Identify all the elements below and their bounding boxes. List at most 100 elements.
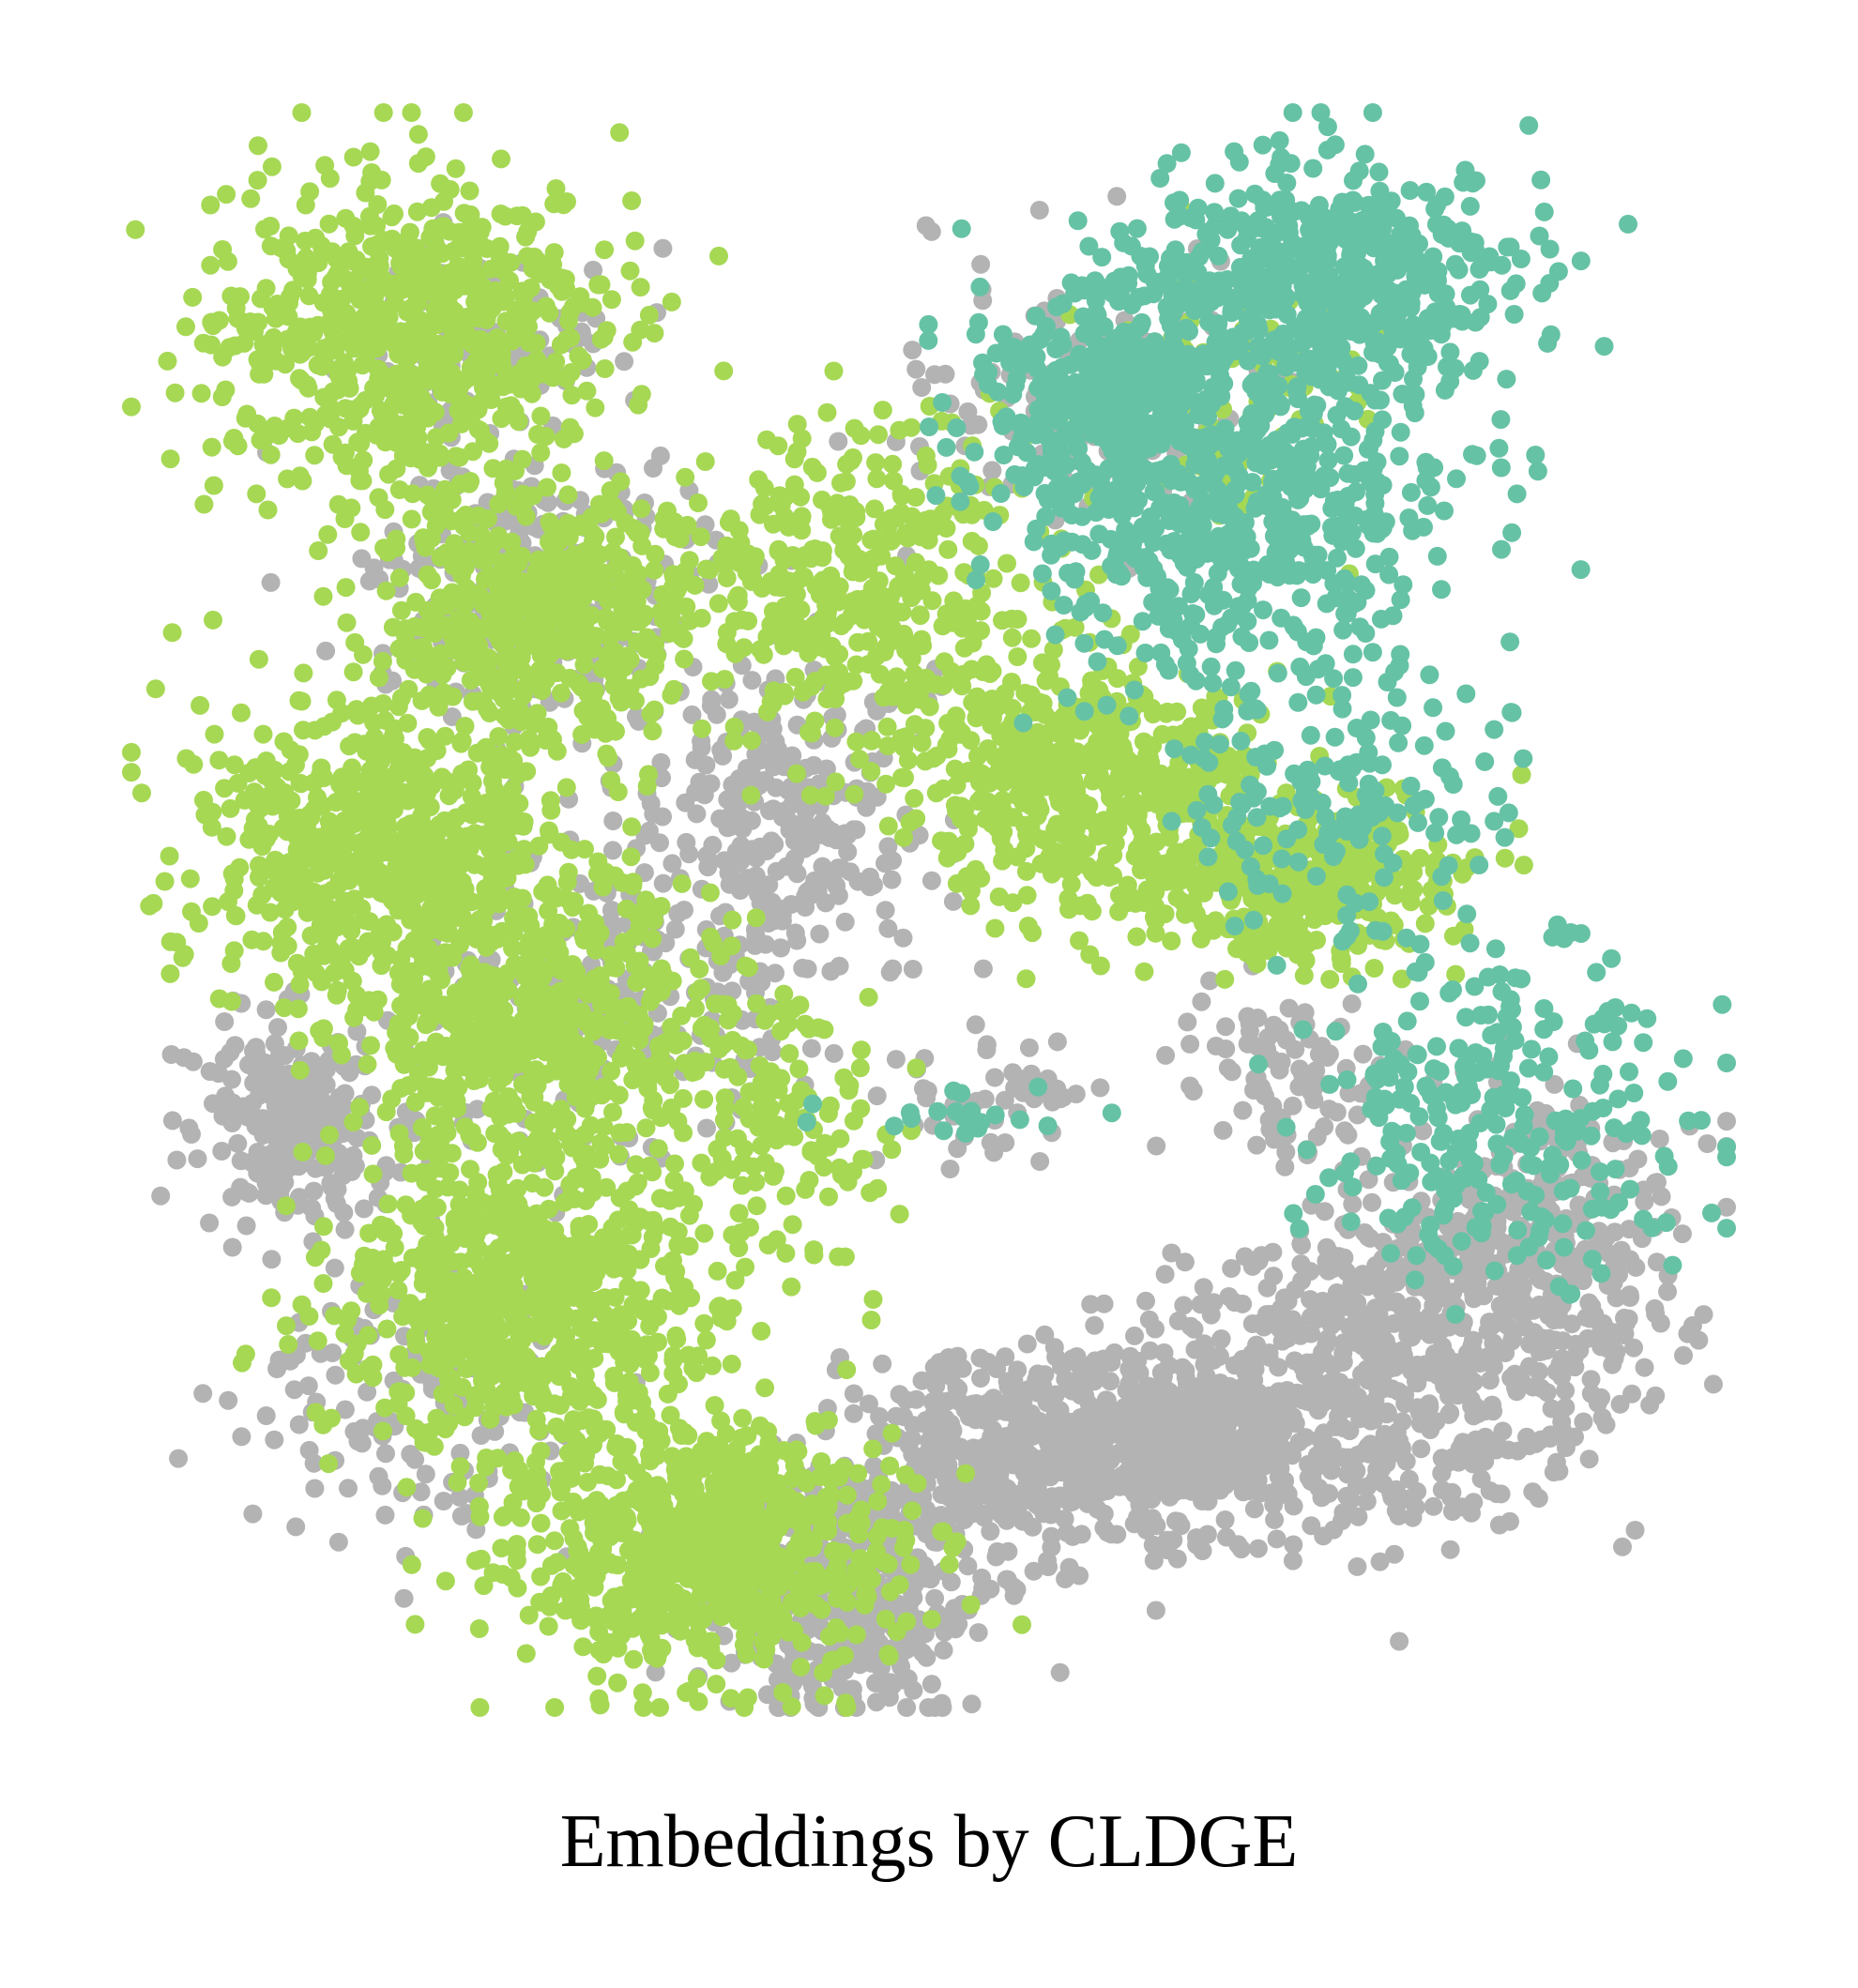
scatter-point — [1156, 1045, 1176, 1065]
scatter-point — [541, 536, 561, 555]
scatter-point — [375, 1505, 395, 1525]
scatter-point — [1193, 1492, 1212, 1510]
scatter-point — [755, 934, 775, 954]
scatter-point — [313, 586, 333, 606]
scatter-point — [1169, 1511, 1188, 1531]
scatter-point — [1550, 1310, 1570, 1329]
scatter-point — [1044, 1387, 1064, 1406]
scatter-point — [1463, 1330, 1483, 1350]
scatter-point — [662, 854, 682, 873]
scatter-point — [1128, 1436, 1148, 1456]
scatter-point — [1094, 1294, 1114, 1313]
scatter-point — [372, 170, 391, 190]
scatter-point — [1307, 1310, 1327, 1329]
scatter-point — [354, 1199, 373, 1219]
scatter-point — [327, 1194, 346, 1213]
scatter-point — [215, 1012, 235, 1031]
scatter-point — [958, 1556, 978, 1576]
scatter-point — [573, 701, 593, 721]
scatter-point — [288, 256, 308, 276]
scatter-point — [200, 1213, 220, 1233]
scatter-point — [1231, 1396, 1251, 1416]
scatter-point — [1524, 1300, 1543, 1320]
scatter-point — [1218, 1058, 1238, 1078]
scatter-point — [410, 311, 430, 329]
scatter-point — [1314, 1526, 1333, 1546]
scatter-point — [283, 281, 303, 300]
scatter-point — [401, 440, 420, 460]
scatter-point — [228, 1133, 248, 1153]
scatter-point — [1308, 1401, 1328, 1420]
scatter-point — [1317, 1259, 1336, 1278]
scatter-point — [193, 1384, 213, 1404]
scatter-point — [625, 231, 645, 250]
scatter-point — [266, 1120, 285, 1140]
scatter-point — [151, 1186, 171, 1206]
scatter-point — [603, 841, 622, 860]
scatter-point — [201, 195, 221, 215]
scatter-point — [873, 1354, 892, 1373]
scatter-point — [401, 1445, 420, 1464]
scatter-point — [943, 1421, 963, 1441]
scatter-point — [699, 574, 719, 594]
scatter-point — [1244, 1499, 1264, 1519]
scatter-point — [675, 901, 693, 919]
scatter-point — [1317, 1237, 1336, 1257]
scatter-point — [1072, 1372, 1091, 1391]
scatter-point — [332, 289, 352, 309]
scatter-point — [1031, 1450, 1051, 1470]
scatter-point — [258, 500, 278, 520]
scatter-point — [867, 1086, 887, 1106]
scatter-point — [310, 1111, 329, 1131]
scatter-point — [1437, 1345, 1456, 1365]
scatter-point — [525, 668, 544, 688]
scatter-point — [299, 1440, 319, 1460]
scatter-point — [446, 159, 465, 178]
scatter-point — [742, 671, 762, 690]
scatter-point — [430, 506, 449, 525]
scatter-point — [994, 1445, 1013, 1464]
scatter-point — [464, 628, 483, 647]
scatter-point — [358, 1382, 377, 1402]
scatter-point — [373, 651, 392, 671]
scatter-point — [1565, 1358, 1585, 1377]
scatter-point — [1153, 1367, 1173, 1387]
scatter-point — [296, 231, 315, 250]
scatter-point — [1334, 1333, 1353, 1353]
scatter-point — [606, 527, 625, 547]
scatter-point — [1553, 1421, 1573, 1440]
scatter-point — [1658, 1282, 1677, 1301]
scatter-point — [480, 433, 499, 453]
scatter-point — [627, 706, 646, 726]
scatter-point — [906, 359, 926, 379]
scatter-point — [1042, 1415, 1061, 1434]
scatter-point — [1058, 1523, 1076, 1542]
scatter-point — [717, 569, 737, 587]
scatter-point — [1227, 1464, 1247, 1484]
scatter-point — [614, 622, 632, 642]
scatter-point — [1021, 1404, 1041, 1423]
scatter-point — [1017, 1424, 1037, 1443]
scatter-point — [536, 427, 556, 447]
scatter-point — [345, 1156, 365, 1176]
scatter-point — [1544, 1463, 1563, 1482]
scatter-point — [527, 569, 546, 588]
scatter-point — [665, 919, 685, 939]
scatter-point — [835, 912, 855, 932]
scatter-point — [882, 870, 902, 889]
scatter-point — [675, 649, 694, 669]
scatter-point — [903, 341, 922, 360]
scatter-point — [402, 103, 421, 122]
scatter-point — [445, 534, 464, 554]
scatter-point — [1579, 1449, 1599, 1469]
scatter-point — [1411, 1439, 1431, 1459]
scatter-point — [339, 1479, 358, 1498]
scatter-point — [1071, 1412, 1090, 1432]
scatter-point — [1216, 1017, 1236, 1037]
scatter-point — [249, 312, 268, 332]
scatter-point — [493, 634, 512, 654]
scatter-point — [1267, 1529, 1287, 1549]
scatter-point — [275, 1068, 295, 1087]
scatter-point — [325, 1258, 344, 1278]
scatter-point — [627, 524, 647, 542]
